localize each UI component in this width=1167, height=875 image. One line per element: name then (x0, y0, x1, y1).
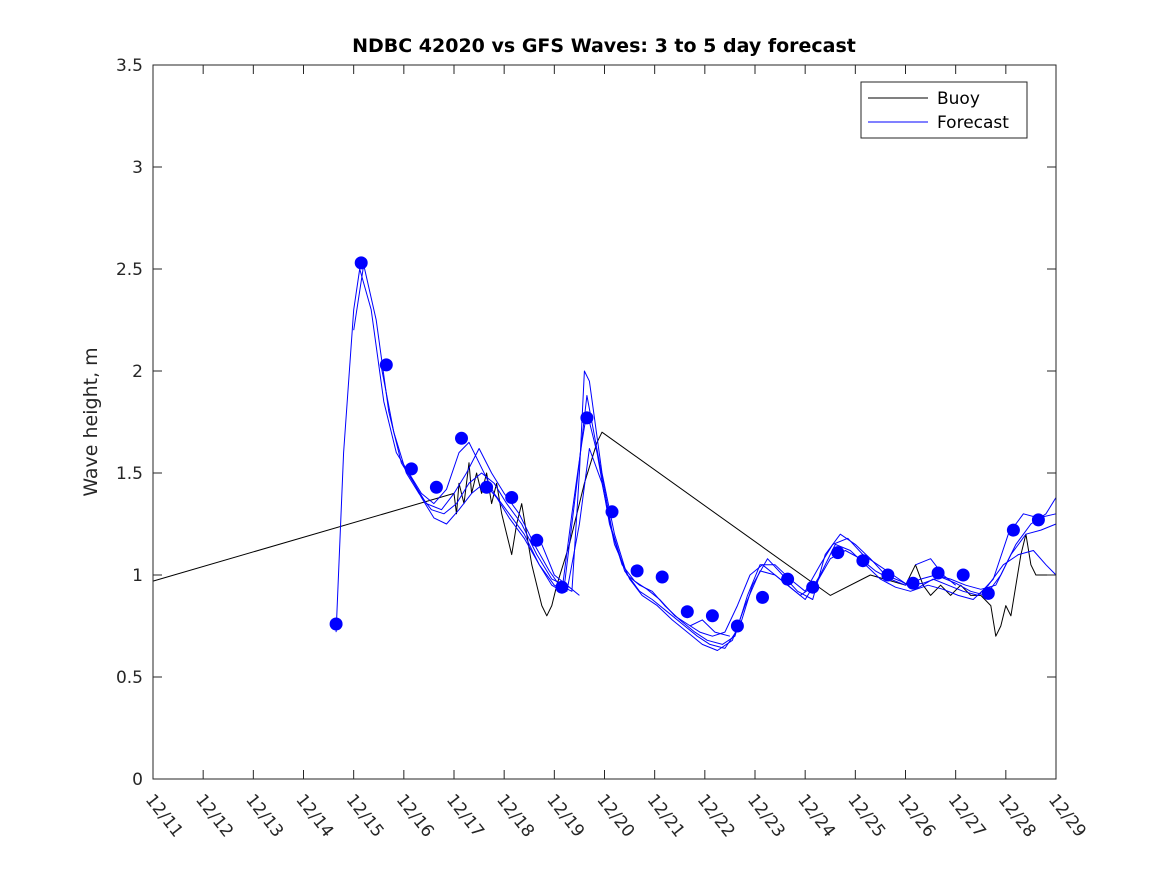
forecast-line-2 (353, 264, 1057, 645)
forecast-marker-20 (831, 546, 845, 560)
forecast-marker-11 (605, 505, 619, 519)
y-tick-label-1: 0.5 (116, 668, 143, 688)
chart-title: NDBC 42020 vs GFS Waves: 3 to 5 day fore… (352, 35, 856, 57)
forecast-line-3 (380, 366, 1057, 649)
forecast-marker-23 (906, 576, 920, 590)
forecast-marker-14 (680, 605, 694, 619)
forecast-marker-13 (655, 570, 669, 584)
y-tick-label-7: 3.5 (116, 56, 143, 76)
forecast-marker-15 (705, 609, 719, 623)
forecast-marker-0 (329, 617, 343, 631)
forecast-marker-12 (630, 564, 644, 578)
forecast-marker-3 (404, 462, 418, 476)
y-tick-label-3: 1.5 (116, 464, 143, 484)
forecast-marker-26 (981, 586, 995, 600)
forecast-marker-19 (806, 580, 820, 594)
y-tick-label-2: 1 (132, 566, 143, 586)
legend-box (860, 81, 1028, 139)
forecast-marker-21 (856, 554, 870, 568)
forecast-marker-27 (1006, 523, 1020, 537)
forecast-marker-5 (455, 431, 468, 445)
plot-area (153, 65, 1056, 779)
forecast-line-4 (408, 448, 1057, 651)
forecast-marker-1 (354, 256, 368, 270)
legend: Buoy Forecast (860, 81, 1028, 139)
forecast-marker-9 (555, 580, 569, 594)
legend-label-forecast: Forecast (937, 113, 1009, 133)
forecast-line-5 (541, 544, 580, 596)
y-tick-label-0: 0 (132, 770, 143, 790)
legend-label-buoy: Buoy (937, 89, 980, 109)
forecast-marker-2 (379, 358, 393, 372)
forecast-marker-8 (530, 533, 544, 547)
forecast-marker-28 (1031, 513, 1045, 527)
y-tick-label-5: 2.5 (116, 260, 143, 280)
y-axis-label: Wave height, m (80, 347, 102, 496)
forecast-marker-10 (580, 411, 594, 425)
y-tick-label-6: 3 (132, 158, 143, 178)
forecast-marker-25 (956, 568, 970, 582)
forecast-marker-18 (781, 572, 795, 586)
forecast-marker-17 (756, 590, 769, 604)
forecast-marker-24 (931, 566, 945, 580)
forecast-marker-22 (881, 568, 895, 582)
y-tick-label-4: 2 (132, 362, 143, 382)
forecast-marker-4 (429, 480, 443, 494)
forecast-line-6 (689, 619, 731, 637)
forecast-marker-16 (730, 619, 744, 633)
marker-layer (329, 256, 1045, 633)
forecast-marker-7 (505, 491, 519, 504)
forecast-marker-6 (480, 480, 494, 494)
